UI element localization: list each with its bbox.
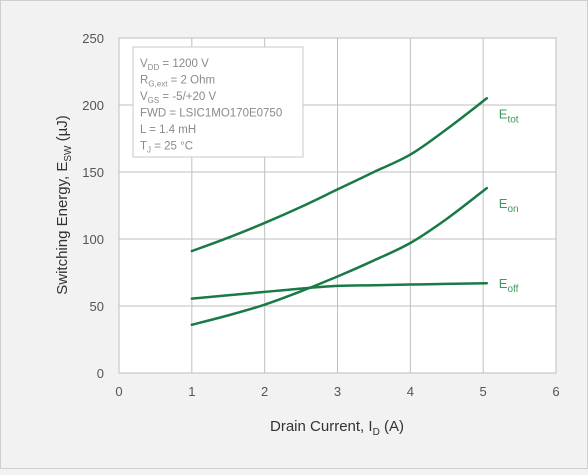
- series-line-tot: [190, 97, 489, 253]
- y-axis-label-subscript: SW: [63, 145, 74, 162]
- series-line-off: [190, 281, 489, 300]
- x-tick-label-5: 5: [480, 384, 487, 399]
- y-axis-label-main: Switching Energy, E: [54, 162, 71, 295]
- series-label-main: E: [499, 276, 508, 291]
- y-tick-labels: 0 50 100 150 200 250: [82, 31, 104, 381]
- annotation-line-5: TJ = 25 °C: [140, 141, 193, 155]
- x-axis-label-unit: (A): [380, 418, 404, 435]
- annotation-rest: = 1200 V: [159, 58, 209, 70]
- y-tick-label-50: 50: [90, 299, 104, 314]
- series-label-subscript: tot: [507, 114, 518, 125]
- y-tick-label-200: 200: [82, 98, 104, 113]
- series-label-on: Eon: [499, 196, 519, 215]
- annotation-main: T: [140, 141, 147, 153]
- series-line-on: [190, 186, 489, 327]
- series-label-subscript: off: [507, 284, 518, 295]
- series-label-tot: Etot: [499, 106, 519, 125]
- annotation-line-3: FWD = LSIC1MO170E0750: [140, 108, 282, 120]
- annotation-subscript: GS: [148, 96, 160, 105]
- x-tick-label-1: 1: [188, 384, 195, 399]
- annotation-box-border: [132, 46, 304, 158]
- x-axis-label-subscript: D: [373, 427, 380, 438]
- series-label-subscript: on: [507, 204, 518, 215]
- annotation-line-0: VDD = 1200 V: [140, 58, 209, 72]
- series-label-main: E: [499, 106, 508, 121]
- x-tick-label-4: 4: [407, 384, 414, 399]
- annotation-line-2: VGS = -5/+20 V: [140, 91, 216, 105]
- series-lines: [190, 97, 489, 327]
- annotation-rest: = -5/+20 V: [159, 91, 216, 103]
- series-label-main: E: [499, 196, 508, 211]
- y-tick-label-250: 250: [82, 31, 104, 46]
- annotation-main: V: [140, 58, 148, 70]
- y-tick-label-0: 0: [97, 366, 104, 381]
- y-tick-label-100: 100: [82, 232, 104, 247]
- series-label-off: Eoff: [499, 276, 519, 295]
- plot-area-border: [118, 37, 557, 374]
- annotation-main: FWD = LSIC1MO170E0750: [140, 108, 282, 120]
- annotation-rest: = 2 Ohm: [167, 75, 215, 87]
- x-axis-label: Drain Current, ID (A): [270, 418, 404, 438]
- y-tick-label-150: 150: [82, 165, 104, 180]
- y-axis-label-unit: (µJ): [54, 115, 71, 145]
- annotation-rest: = 25 °C: [151, 141, 193, 153]
- x-tick-labels: 0 1 2 3 4 5 6: [115, 384, 559, 399]
- annotation-line-1: RG,ext = 2 Ohm: [140, 75, 215, 89]
- annotation-main: V: [140, 91, 148, 103]
- x-tick-label-6: 6: [552, 384, 559, 399]
- x-tick-label-0: 0: [115, 384, 122, 399]
- x-axis-label-main: Drain Current, I: [270, 418, 373, 435]
- annotation-subscript: DD: [148, 63, 160, 72]
- y-axis-label: Switching Energy, ESW (µJ): [54, 115, 74, 295]
- annotation-main: L = 1.4 mH: [140, 124, 196, 136]
- annotation-subscript: G,ext: [148, 80, 168, 89]
- annotation-subscript: J: [147, 146, 151, 155]
- annotation-main: R: [140, 75, 148, 87]
- annotation-line-4: L = 1.4 mH: [140, 124, 196, 136]
- x-tick-label-2: 2: [261, 384, 268, 399]
- x-tick-label-3: 3: [334, 384, 341, 399]
